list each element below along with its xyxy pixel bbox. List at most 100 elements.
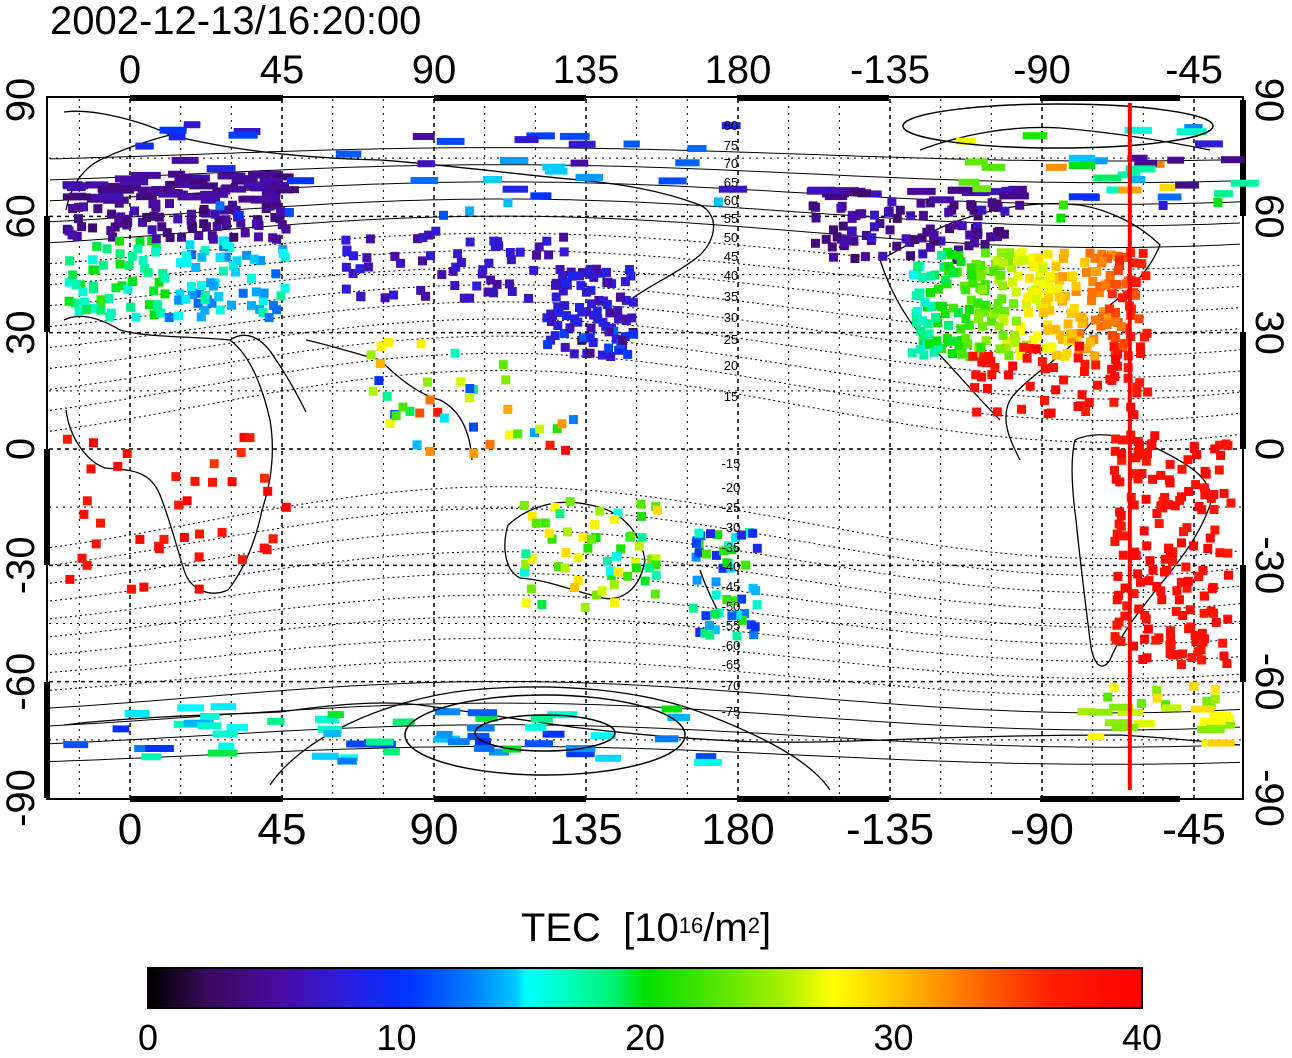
- tec-cell: [521, 559, 530, 569]
- tec-cell: [713, 197, 723, 207]
- top-lon-label: 45: [260, 48, 305, 92]
- tec-cell: [115, 259, 125, 269]
- tec-cell: [667, 714, 691, 721]
- tec-cell: [597, 350, 607, 360]
- tec-cell: [1115, 477, 1125, 487]
- tec-cell: [1120, 583, 1130, 593]
- tec-cell: [469, 448, 479, 458]
- tec-cell: [1117, 449, 1127, 459]
- tec-cell: [751, 586, 761, 595]
- tec-cell: [115, 249, 125, 259]
- top-lon-label: -90: [1013, 48, 1071, 92]
- tec-cell: [1193, 647, 1203, 657]
- tec-cell: [368, 386, 378, 396]
- tec-cell: [836, 203, 846, 213]
- mlat-label: 45: [724, 249, 738, 264]
- tec-cell: [652, 505, 662, 515]
- tec-cell: [96, 305, 106, 315]
- tec-cell: [978, 266, 988, 276]
- colorbar-tick-label: 40: [1121, 1017, 1163, 1058]
- tec-cell: [909, 270, 918, 280]
- tec-cell: [623, 349, 633, 359]
- tec-cell: [997, 294, 1007, 304]
- tec-cell: [1053, 285, 1063, 295]
- tec-cell: [929, 196, 955, 204]
- tec-cell: [405, 406, 415, 416]
- tec-cell: [722, 558, 732, 568]
- tec-cell: [210, 703, 237, 711]
- tec-cell: [236, 448, 246, 457]
- tec-cell: [177, 232, 186, 242]
- tec-cell: [1034, 287, 1043, 297]
- tec-cell: [750, 622, 760, 632]
- tec-cell: [1016, 322, 1026, 332]
- tec-cell: [1025, 344, 1035, 353]
- tec-cell: [223, 239, 233, 249]
- tec-cell: [529, 265, 539, 275]
- tec-cell: [65, 256, 75, 266]
- tec-cell: [954, 251, 964, 261]
- tec-cell: [948, 268, 958, 277]
- tec-cell: [149, 310, 159, 320]
- tec-cell: [1198, 566, 1208, 575]
- tec-cell: [1084, 398, 1094, 407]
- tec-cell: [210, 209, 220, 219]
- tec-cell: [741, 560, 751, 570]
- north-pole-contour: [902, 103, 1214, 149]
- tec-cell: [486, 275, 496, 285]
- tec-cell: [561, 548, 571, 557]
- tec-cell: [1161, 704, 1182, 712]
- tec-cell: [475, 714, 498, 722]
- tec-cell: [973, 211, 983, 221]
- tec-cell: [961, 314, 971, 324]
- tec-cell: [1140, 610, 1150, 620]
- tec-cell: [247, 273, 257, 283]
- tec-cell: [1082, 344, 1092, 354]
- tec-cell: [465, 293, 475, 303]
- tec-cell: [1150, 431, 1160, 441]
- tec-cell: [624, 265, 634, 274]
- top-lon-label: 90: [412, 48, 457, 92]
- tec-cell: [980, 239, 990, 249]
- tec-cell: [450, 348, 460, 358]
- colorbar-title: TEC [1016/m2]: [520, 906, 772, 950]
- tec-cell: [534, 242, 544, 252]
- tec-cell: [200, 190, 229, 198]
- tec-cell: [626, 531, 636, 541]
- tec-cell: [547, 317, 556, 326]
- bottom-lon-label: 0: [118, 805, 142, 854]
- tec-cell: [1121, 279, 1131, 289]
- tec-cell: [995, 227, 1004, 236]
- tec-cell: [92, 241, 102, 251]
- tec-cell: [355, 264, 365, 274]
- tec-cell: [1185, 605, 1195, 615]
- tec-cell: [174, 311, 183, 321]
- tec-cell: [261, 190, 281, 198]
- tec-cell: [182, 255, 192, 265]
- tec-cell: [68, 270, 78, 280]
- tec-cell: [947, 336, 957, 346]
- tec-cell: [588, 338, 598, 347]
- tec-cell: [966, 263, 976, 273]
- tec-cell: [1060, 351, 1070, 361]
- tec-cell: [1120, 611, 1130, 621]
- right-lat-label: 30: [1247, 310, 1291, 355]
- tec-cell: [554, 307, 564, 317]
- tec-cell: [1045, 271, 1055, 281]
- tec-cell: [1080, 359, 1090, 369]
- tec-cell: [315, 715, 339, 723]
- tec-cell: [965, 230, 975, 240]
- tec-cell: [972, 407, 982, 417]
- tec-cell: [1015, 200, 1025, 210]
- tec-cell: [1031, 344, 1041, 354]
- tec-cell: [221, 252, 231, 262]
- tec-cell: [700, 628, 710, 638]
- tec-cell: [1170, 501, 1180, 511]
- left-lat-label: 0: [0, 438, 43, 460]
- mlat-contour: [49, 551, 1241, 611]
- tec-cell: [187, 209, 196, 219]
- tec-cell: [1157, 595, 1167, 605]
- tec-cell: [1081, 407, 1091, 417]
- left-lat-label: -30: [0, 536, 43, 594]
- tec-cell: [1103, 692, 1113, 702]
